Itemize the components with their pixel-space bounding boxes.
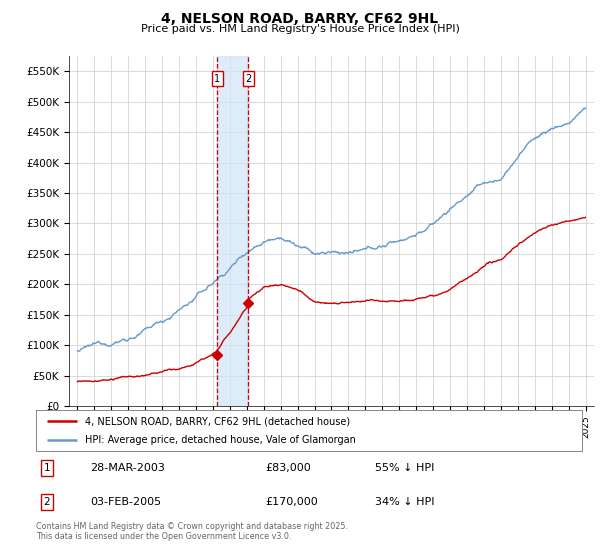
Text: 4, NELSON ROAD, BARRY, CF62 9HL (detached house): 4, NELSON ROAD, BARRY, CF62 9HL (detache… — [85, 417, 350, 426]
Bar — [217, 56, 248, 406]
Text: Price paid vs. HM Land Registry's House Price Index (HPI): Price paid vs. HM Land Registry's House … — [140, 24, 460, 34]
Text: 4, NELSON ROAD, BARRY, CF62 9HL: 4, NELSON ROAD, BARRY, CF62 9HL — [161, 12, 439, 26]
Text: 34% ↓ HPI: 34% ↓ HPI — [374, 497, 434, 507]
Text: £170,000: £170,000 — [265, 497, 318, 507]
Text: 2: 2 — [245, 73, 251, 83]
Text: £83,000: £83,000 — [265, 463, 311, 473]
Text: 1: 1 — [214, 73, 220, 83]
Text: 1: 1 — [44, 463, 50, 473]
Text: Contains HM Land Registry data © Crown copyright and database right 2025.
This d: Contains HM Land Registry data © Crown c… — [36, 522, 348, 542]
Text: 03-FEB-2005: 03-FEB-2005 — [91, 497, 162, 507]
Text: 55% ↓ HPI: 55% ↓ HPI — [374, 463, 434, 473]
Text: 28-MAR-2003: 28-MAR-2003 — [91, 463, 166, 473]
Text: HPI: Average price, detached house, Vale of Glamorgan: HPI: Average price, detached house, Vale… — [85, 435, 356, 445]
Text: 2: 2 — [44, 497, 50, 507]
